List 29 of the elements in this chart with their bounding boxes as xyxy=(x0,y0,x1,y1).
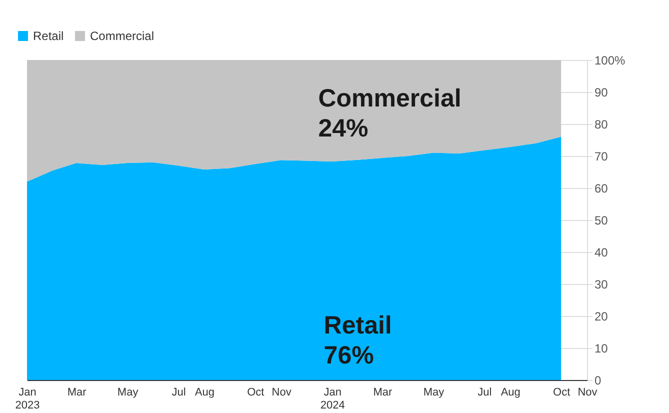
y-tick-label: 20 xyxy=(594,310,608,324)
x-tick-label: Jul xyxy=(478,386,492,398)
y-tick-label: 80 xyxy=(594,118,608,132)
y-tick-label: 90 xyxy=(594,86,608,100)
y-tick-label: 40 xyxy=(594,246,608,260)
x-tick-label: Nov xyxy=(578,386,598,398)
y-tick-label: 70 xyxy=(594,150,608,164)
x-tick-label: Jul xyxy=(172,386,186,398)
x-tick-label: Aug xyxy=(500,386,520,398)
x-tick-label: Aug xyxy=(194,386,214,398)
x-tick-label: Mar xyxy=(373,386,393,398)
y-tick-label: 60 xyxy=(594,182,608,196)
x-tick-label: Jan 2024 xyxy=(320,386,345,412)
annotation: Retail 76% xyxy=(324,312,392,370)
legend-label: Retail xyxy=(33,29,64,43)
y-tick-label: 0 xyxy=(594,374,602,388)
y-tick-label: 50 xyxy=(594,214,608,228)
x-tick-label: Oct xyxy=(247,386,264,398)
y-tick-label: 30 xyxy=(594,278,608,292)
annotation: Commercial 24% xyxy=(318,84,462,142)
y-tick-label: 100% xyxy=(594,54,626,68)
x-tick-label: Nov xyxy=(272,386,292,398)
x-tick-label: Jan 2023 xyxy=(15,386,40,412)
y-tick-label: 10 xyxy=(594,342,608,356)
x-tick-label: May xyxy=(423,386,445,398)
legend-label: Commercial xyxy=(90,29,154,43)
x-tick-label: May xyxy=(117,386,139,398)
x-tick-label: Oct xyxy=(553,386,570,398)
x-tick-label: Mar xyxy=(67,386,87,398)
